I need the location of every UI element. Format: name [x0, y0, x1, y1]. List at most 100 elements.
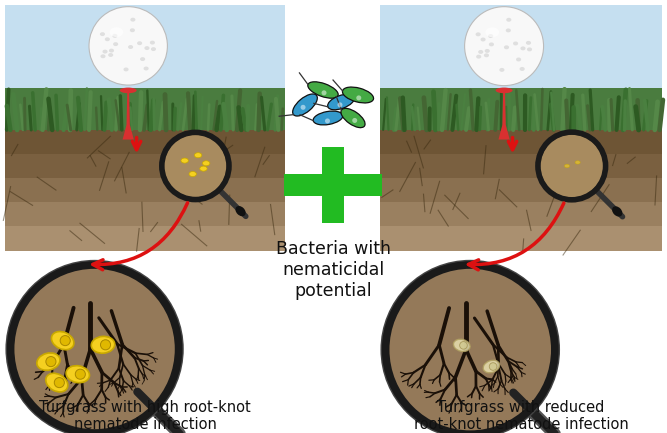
Ellipse shape [181, 158, 188, 163]
Circle shape [465, 6, 544, 86]
Ellipse shape [203, 161, 210, 166]
Ellipse shape [506, 18, 512, 22]
FancyBboxPatch shape [380, 5, 662, 88]
Circle shape [541, 135, 603, 197]
Ellipse shape [500, 68, 504, 72]
Ellipse shape [144, 46, 149, 50]
FancyBboxPatch shape [380, 130, 662, 155]
Ellipse shape [112, 34, 117, 38]
Ellipse shape [468, 50, 540, 66]
Ellipse shape [488, 34, 493, 38]
Ellipse shape [103, 50, 107, 54]
Circle shape [325, 119, 330, 123]
Ellipse shape [143, 67, 149, 71]
FancyBboxPatch shape [322, 147, 344, 223]
Circle shape [460, 342, 468, 349]
Circle shape [11, 265, 179, 433]
Ellipse shape [46, 373, 68, 392]
Ellipse shape [235, 206, 245, 216]
Circle shape [60, 336, 70, 346]
FancyBboxPatch shape [5, 178, 285, 203]
Ellipse shape [478, 50, 484, 54]
Ellipse shape [483, 360, 500, 373]
Ellipse shape [527, 48, 532, 52]
Ellipse shape [140, 57, 145, 61]
Ellipse shape [93, 50, 163, 65]
Ellipse shape [454, 339, 470, 352]
Ellipse shape [313, 111, 343, 125]
Ellipse shape [476, 32, 481, 36]
Ellipse shape [520, 46, 526, 50]
Ellipse shape [51, 332, 74, 350]
Ellipse shape [113, 42, 118, 46]
Ellipse shape [564, 164, 570, 168]
Ellipse shape [66, 366, 89, 383]
Ellipse shape [516, 58, 521, 61]
Ellipse shape [200, 166, 207, 171]
Ellipse shape [130, 18, 135, 22]
Ellipse shape [123, 68, 129, 71]
Circle shape [490, 363, 497, 370]
Circle shape [89, 6, 167, 85]
Ellipse shape [612, 206, 622, 216]
Ellipse shape [341, 108, 365, 128]
Ellipse shape [130, 28, 135, 32]
FancyBboxPatch shape [380, 154, 662, 179]
FancyBboxPatch shape [5, 88, 285, 130]
Circle shape [301, 105, 305, 110]
Circle shape [352, 118, 358, 123]
Ellipse shape [137, 41, 142, 45]
FancyBboxPatch shape [284, 174, 382, 196]
Circle shape [101, 340, 111, 350]
FancyBboxPatch shape [380, 202, 662, 227]
FancyBboxPatch shape [380, 226, 662, 251]
FancyBboxPatch shape [380, 88, 662, 130]
Text: Bacteria with
nematicidal
potential: Bacteria with nematicidal potential [275, 240, 390, 300]
Polygon shape [498, 90, 510, 139]
FancyBboxPatch shape [5, 226, 285, 251]
Circle shape [12, 267, 177, 431]
Ellipse shape [504, 45, 509, 49]
Ellipse shape [128, 45, 133, 49]
Ellipse shape [480, 38, 486, 42]
Ellipse shape [194, 153, 202, 158]
Ellipse shape [342, 87, 374, 103]
Circle shape [386, 265, 555, 433]
Text: Turfgrass with high root-knot
nematode infection: Turfgrass with high root-knot nematode i… [39, 400, 251, 433]
Ellipse shape [520, 67, 525, 71]
Ellipse shape [109, 48, 114, 52]
Text: Turfgrass with reduced
root-knot nematode infection: Turfgrass with reduced root-knot nematod… [414, 400, 628, 433]
FancyBboxPatch shape [380, 178, 662, 203]
Ellipse shape [150, 41, 155, 45]
Ellipse shape [108, 53, 113, 57]
Ellipse shape [486, 27, 499, 37]
Ellipse shape [489, 42, 494, 46]
Circle shape [388, 267, 553, 433]
Ellipse shape [37, 353, 60, 370]
Ellipse shape [526, 41, 531, 45]
Ellipse shape [513, 42, 518, 45]
Circle shape [165, 135, 226, 197]
Circle shape [356, 95, 362, 100]
Ellipse shape [307, 82, 338, 98]
Circle shape [321, 90, 327, 95]
Circle shape [541, 135, 603, 197]
Circle shape [54, 378, 64, 388]
FancyBboxPatch shape [5, 5, 285, 88]
Circle shape [46, 356, 56, 367]
Ellipse shape [151, 47, 156, 51]
Circle shape [338, 102, 342, 107]
Ellipse shape [496, 87, 512, 93]
Ellipse shape [485, 49, 490, 53]
Ellipse shape [100, 32, 105, 36]
Ellipse shape [476, 55, 482, 58]
FancyBboxPatch shape [5, 154, 285, 179]
Ellipse shape [506, 29, 511, 32]
Ellipse shape [484, 53, 489, 57]
Circle shape [165, 135, 226, 197]
Circle shape [75, 369, 85, 379]
FancyBboxPatch shape [5, 202, 285, 227]
Ellipse shape [91, 336, 115, 353]
Ellipse shape [109, 27, 123, 37]
Ellipse shape [105, 37, 110, 41]
